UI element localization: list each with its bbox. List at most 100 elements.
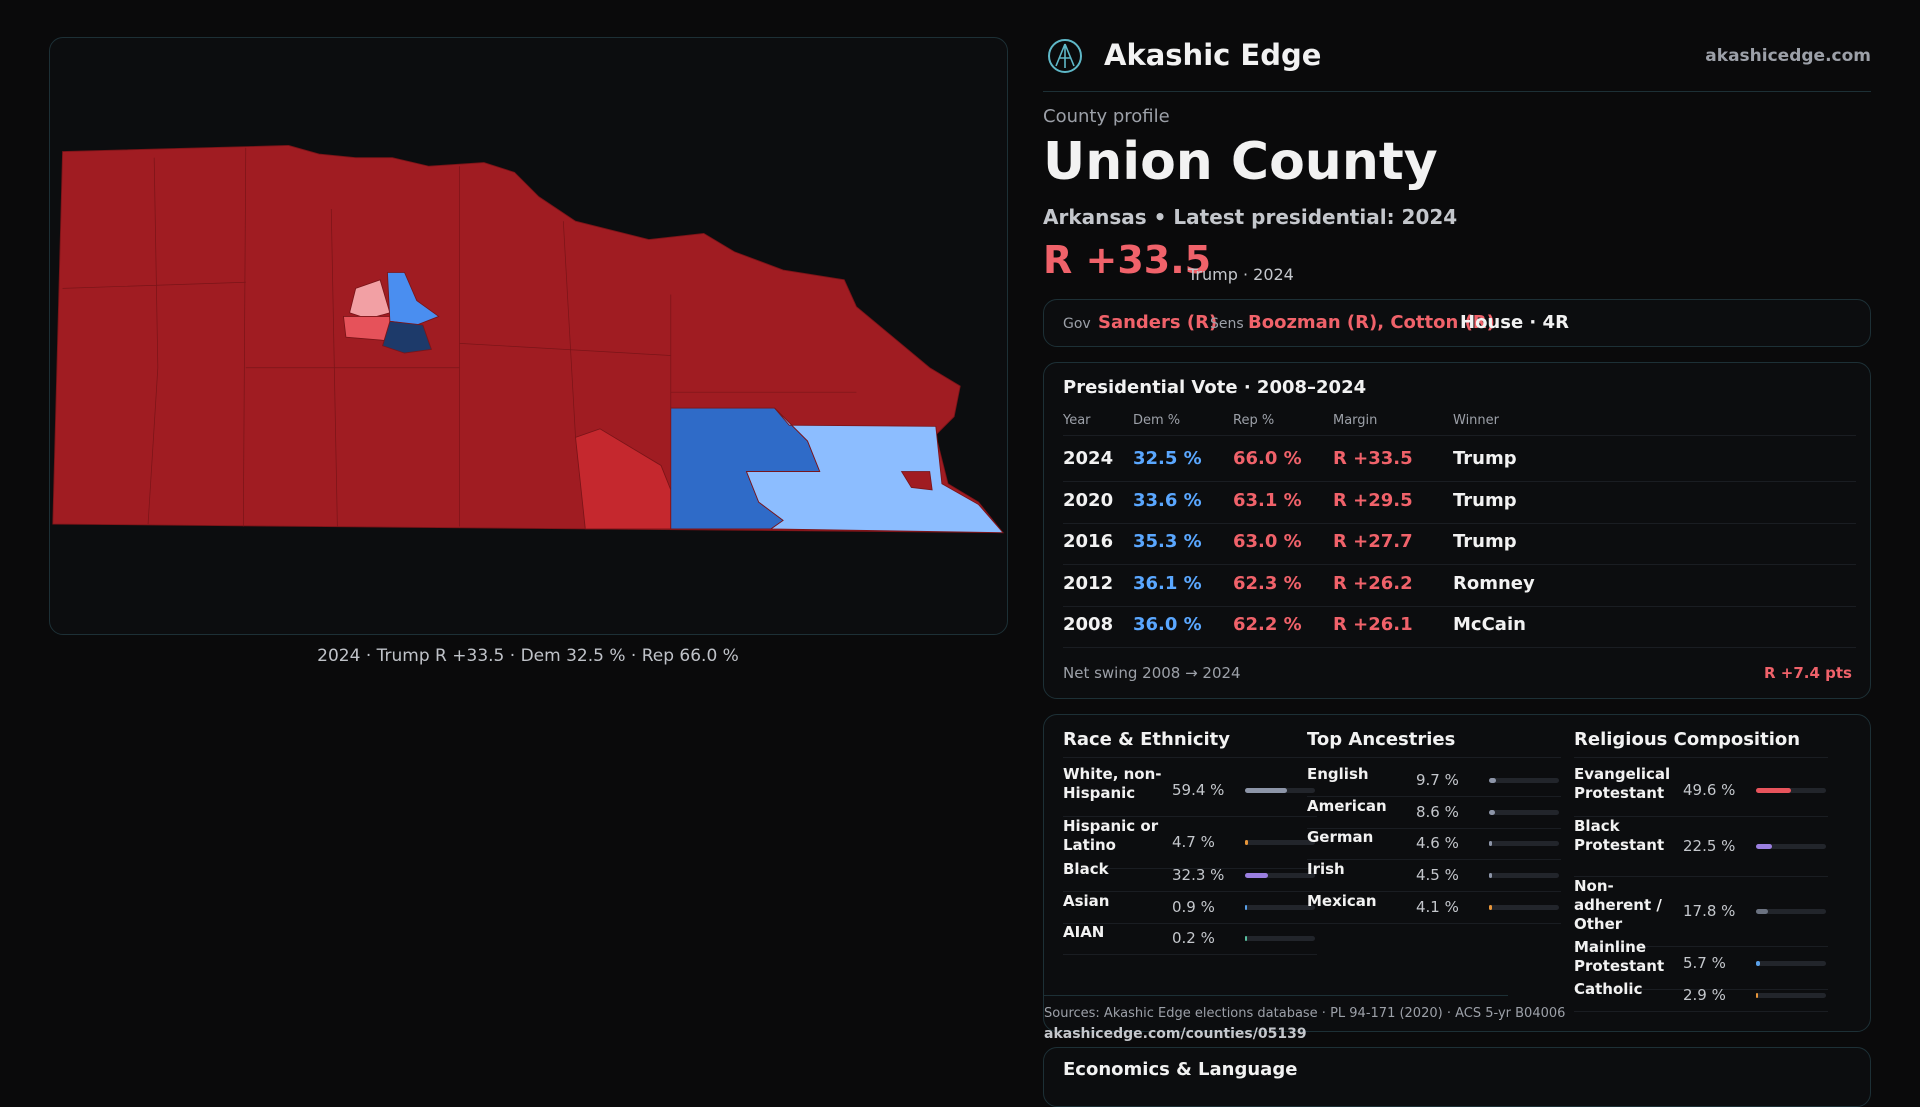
item-value: 0.2 % [1172,929,1215,947]
officials-panel: Gov Sanders (R) Sens Boozman (R), Cotton… [1043,299,1871,347]
item-label: Mexican [1307,892,1377,910]
bar [1245,873,1268,878]
column-header: Rep % [1233,413,1275,428]
county-map [52,145,1004,534]
row-line [1574,946,1828,947]
row-line [1307,828,1561,829]
column-header: Dem % [1133,413,1181,428]
table-cell: R +26.1 [1333,614,1413,635]
demographics-panel: Sources: Akashic Edge elections database… [1043,714,1871,1042]
row-line [1063,481,1856,482]
precinct-pink [349,279,391,320]
table-cell: 36.0 % [1133,614,1202,635]
table-cell: 62.2 % [1233,614,1302,635]
swing-label: Net swing 2008 → 2024 [1063,664,1241,682]
table-cell: 62.3 % [1233,572,1302,594]
bar [1756,788,1791,793]
gov: Sanders (R) [1098,312,1218,333]
row-line [1063,954,1317,955]
bar-track [1489,778,1559,783]
item-label: German [1307,828,1374,846]
bar [1756,961,1760,966]
precinct-navy [382,320,432,354]
swing-value: R +7.4 pts [1764,664,1852,682]
row-line [1307,796,1561,797]
bar [1489,778,1496,783]
row-line [1307,891,1561,892]
row-line [1574,989,1828,990]
map-caption: 2024 · Trump R +33.5 · Dem 32.5 % · Rep … [317,646,739,666]
bar-track [1245,873,1315,878]
table-cell: 32.5 % [1133,448,1202,469]
table-cell: R +27.7 [1333,531,1413,552]
row-line [1063,605,1856,607]
table-cell: 2012 [1063,572,1114,594]
bar-track [1756,993,1826,998]
item-value: 32.3 % [1172,866,1225,884]
precinct-light-red [342,316,391,342]
margin: R +33.5 [1043,238,1212,282]
kicker: County profile [1043,106,1170,127]
item-label: English [1307,765,1369,783]
table-cell: 2024 [1063,448,1114,469]
row-line [1063,891,1317,892]
table-cell: R +29.5 [1333,489,1413,511]
bar-track [1756,844,1826,849]
bar [1756,993,1759,998]
row-line [1307,757,1561,758]
row-line [1063,522,1856,524]
house: House · 4R [1460,312,1569,333]
table-cell: 35.3 % [1133,531,1202,552]
item-label: Asian [1063,892,1110,910]
divider [1044,995,1508,996]
sources: Sources: Akashic Edge elections database… [1044,1006,1566,1021]
row-line [1063,816,1317,817]
divider [1043,91,1871,92]
item-value: 9.7 % [1416,771,1459,789]
item-label: Irish [1307,860,1345,878]
bar-track [1245,936,1315,941]
precinct-red-small [900,471,933,491]
group-title: Race & Ethnicity [1063,729,1230,750]
gov-label: Gov [1063,316,1091,332]
table-cell: 2020 [1063,489,1114,511]
table-cell: 63.0 % [1233,531,1302,552]
site-link[interactable]: akashicedge.com [1705,46,1871,66]
table-cell: Romney [1453,572,1535,594]
senators: Boozman (R), Cotton (R) [1248,312,1495,333]
brand: Akashic Edge [1104,38,1322,72]
precinct-light-blue [745,407,1004,534]
column-header: Margin [1333,413,1378,428]
map-panel [49,37,1008,635]
item-label: Evangelical Protestant [1574,765,1671,802]
item-value: 59.4 % [1172,781,1225,799]
row-line [1307,859,1561,860]
row-line [1574,816,1828,817]
bar-track [1756,909,1826,914]
table-cell: 2016 [1063,531,1114,552]
presidential-panel: Presidential Vote · 2008–2024 Net swing … [1043,362,1871,699]
row-line [1063,757,1317,758]
precinct-borders [62,147,857,527]
item-label: Mainline Protestant [1574,938,1665,975]
table-cell: R +33.5 [1333,448,1413,469]
item-value: 17.8 % [1683,902,1736,920]
table-cell: 63.1 % [1233,489,1302,511]
item-value: 8.6 % [1416,803,1459,821]
panel-title: Presidential Vote · 2008–2024 [1063,377,1367,398]
county-name: Union County [1043,132,1438,192]
item-value: 4.5 % [1416,866,1459,884]
source-url[interactable]: akashicedge.com/counties/05139 [1044,1026,1307,1042]
group-title: Religious Composition [1574,729,1801,750]
column-header: Winner [1453,413,1500,428]
bar-track [1489,873,1559,878]
bar-track [1756,961,1826,966]
item-label: Catholic [1574,980,1643,998]
table-cell: 2008 [1063,614,1114,635]
bar [1756,909,1769,914]
bar [1756,844,1772,849]
item-label: Black Protestant [1574,817,1665,854]
row-line [1063,435,1856,436]
table-cell: 33.6 % [1133,489,1202,511]
item-label: AIAN [1063,923,1105,941]
